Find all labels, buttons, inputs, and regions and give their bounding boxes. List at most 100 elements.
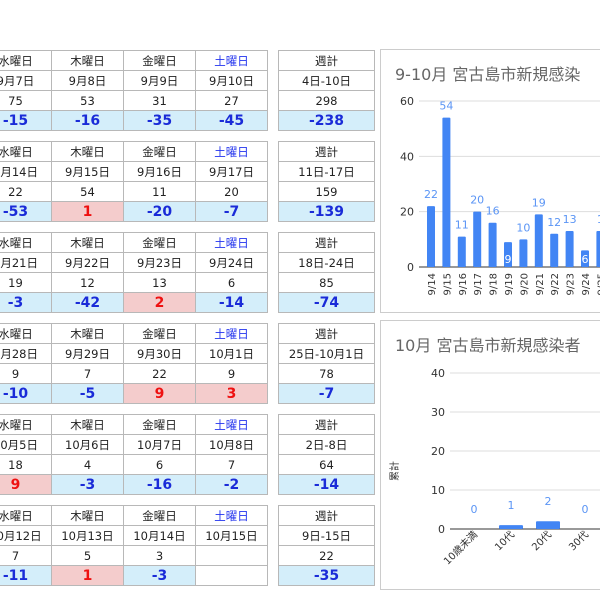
x-tick-label: 9/19: [504, 273, 515, 295]
data-label: 12: [547, 216, 561, 229]
week-table: 水曜日木曜日金曜日土曜日9月14日9月15日9月16日9月17日22541120…: [0, 141, 268, 222]
day-header: 木曜日: [51, 50, 124, 71]
bar: [519, 239, 528, 267]
date-cell: 10月1日: [195, 343, 268, 364]
x-tick-label: 9/18: [489, 273, 500, 295]
diff-cell: -3: [123, 565, 196, 586]
week-total: 159: [278, 181, 375, 202]
count-cell: 7: [195, 454, 268, 475]
table-row: 水曜日 木曜日 金曜日 土曜日: [0, 50, 268, 71]
day-header: 金曜日: [123, 323, 196, 344]
day-header: 木曜日: [51, 505, 124, 526]
diff-cell: 9: [0, 474, 52, 495]
bar: [550, 233, 559, 267]
diff-cell: 3: [195, 383, 268, 404]
count-cell: 4: [51, 454, 124, 475]
date-cell: 10月6日: [51, 434, 124, 455]
bar: [427, 206, 435, 267]
day-header: 金曜日: [123, 141, 196, 162]
week-total-table: 週計 18日-24日 85 -74: [278, 232, 375, 313]
day-header: 木曜日: [51, 414, 124, 435]
table-row: 9 7 22 9: [0, 363, 268, 384]
table-row: -3 -42 2 -14: [0, 292, 268, 313]
diff-cell: -14: [195, 292, 268, 313]
day-header: 土曜日: [195, 50, 268, 71]
table-row: 10月12日10月13日10月14日10月15日: [0, 525, 268, 546]
count-cell: 27: [195, 90, 268, 111]
table-row: 9月7日 9月8日 9月9日 9月10日: [0, 70, 268, 91]
week-header: 週計: [278, 414, 375, 435]
y-tick-label: 40: [400, 150, 414, 163]
table-row: 水曜日 木曜日 金曜日 土曜日: [0, 141, 268, 162]
date-cell: 9月30日: [123, 343, 196, 364]
data-label: 9: [505, 253, 512, 266]
week-header: 週計: [278, 141, 375, 162]
diff-cell: 1: [51, 201, 124, 222]
y-tick-label: 0: [438, 523, 445, 536]
y-tick-label: 60: [400, 95, 414, 108]
day-header: 木曜日: [51, 323, 124, 344]
week-total-table: 週計 9日-15日 22 -35: [278, 505, 375, 586]
diff-cell: -42: [51, 292, 124, 313]
x-tick-label: 9/20: [519, 273, 530, 295]
week-total-table: 週計 25日-10月1日 78 -7: [278, 323, 375, 404]
bar: [581, 250, 589, 267]
date-cell: 10月14日: [123, 525, 196, 546]
table-row: 9月14日9月15日9月16日9月17日: [0, 161, 268, 182]
week-range: 25日-10月1日: [278, 343, 375, 364]
table-row: 水曜日 木曜日 金曜日 土曜日: [0, 505, 268, 526]
y-tick-label: 30: [431, 406, 445, 419]
week-diff: -238: [278, 110, 375, 131]
bar: [499, 525, 523, 529]
bar: [536, 521, 560, 529]
diff-cell: -10: [0, 383, 52, 404]
x-tick-label: 9/15: [442, 273, 453, 295]
count-cell: 7: [0, 545, 52, 566]
day-header: 金曜日: [123, 414, 196, 435]
table-row: 75 53 31 27: [0, 90, 268, 111]
data-label: 2: [545, 495, 552, 508]
table-row: 水曜日 木曜日 金曜日 土曜日: [0, 232, 268, 253]
diff-cell: -11: [0, 565, 52, 586]
y-axis-label: 累計: [388, 461, 401, 481]
day-header: 水曜日: [0, 141, 52, 162]
day-header: 水曜日: [0, 414, 52, 435]
daily-cases-chart: 9-10月 宮古島市新規感染 0 20 40 60 22 9/14 54 9/15 11 9/16 2…: [380, 49, 600, 313]
week-range: 9日-15日: [278, 525, 375, 546]
data-label: 11: [455, 219, 469, 232]
x-tick-label: 10歳未満: [441, 529, 480, 568]
diff-cell: -16: [123, 474, 196, 495]
count-cell: 22: [123, 363, 196, 384]
date-cell: 10月5日: [0, 434, 52, 455]
x-tick-label: 9/16: [458, 273, 469, 295]
count-cell: 3: [123, 545, 196, 566]
diff-cell: 9: [123, 383, 196, 404]
week-total-table: 週計 11日-17日 159 -139: [278, 141, 375, 222]
day-header: 土曜日: [195, 414, 268, 435]
date-cell: 9月15日: [51, 161, 124, 182]
week-total-table: 週計 2日-8日 64 -14: [278, 414, 375, 495]
data-label: 6: [582, 253, 589, 266]
x-tick-label: 9/21: [535, 273, 546, 295]
diff-cell: -45: [195, 110, 268, 131]
diff-cell: -15: [0, 110, 52, 131]
week-diff: -35: [278, 565, 375, 586]
week-table: 水曜日木曜日金曜日土曜日10月5日10月6日10月7日10月8日184679-3…: [0, 414, 268, 495]
date-cell: 9月17日: [195, 161, 268, 182]
day-header: 土曜日: [195, 323, 268, 344]
x-tick-label: 9/22: [550, 273, 561, 295]
table-row: -15 -16 -35 -45: [0, 110, 268, 131]
count-cell: 22: [0, 181, 52, 202]
date-cell: 9月24日: [195, 252, 268, 273]
count-cell: 31: [123, 90, 196, 111]
age-cases-chart: 10月 宮古島市新規感染者 0 10 20 30 40 累計 0 10歳未満 1 10代 2 20代 0 3…: [380, 320, 600, 590]
week-total: 85: [278, 272, 375, 293]
bar: [565, 231, 574, 267]
diff-cell: -35: [123, 110, 196, 131]
count-cell: 18: [0, 454, 52, 475]
count-cell: 12: [51, 272, 124, 293]
day-header: 金曜日: [123, 50, 196, 71]
week-header: 週計: [278, 323, 375, 344]
count-cell: 6: [123, 454, 196, 475]
diff-cell: -16: [51, 110, 124, 131]
